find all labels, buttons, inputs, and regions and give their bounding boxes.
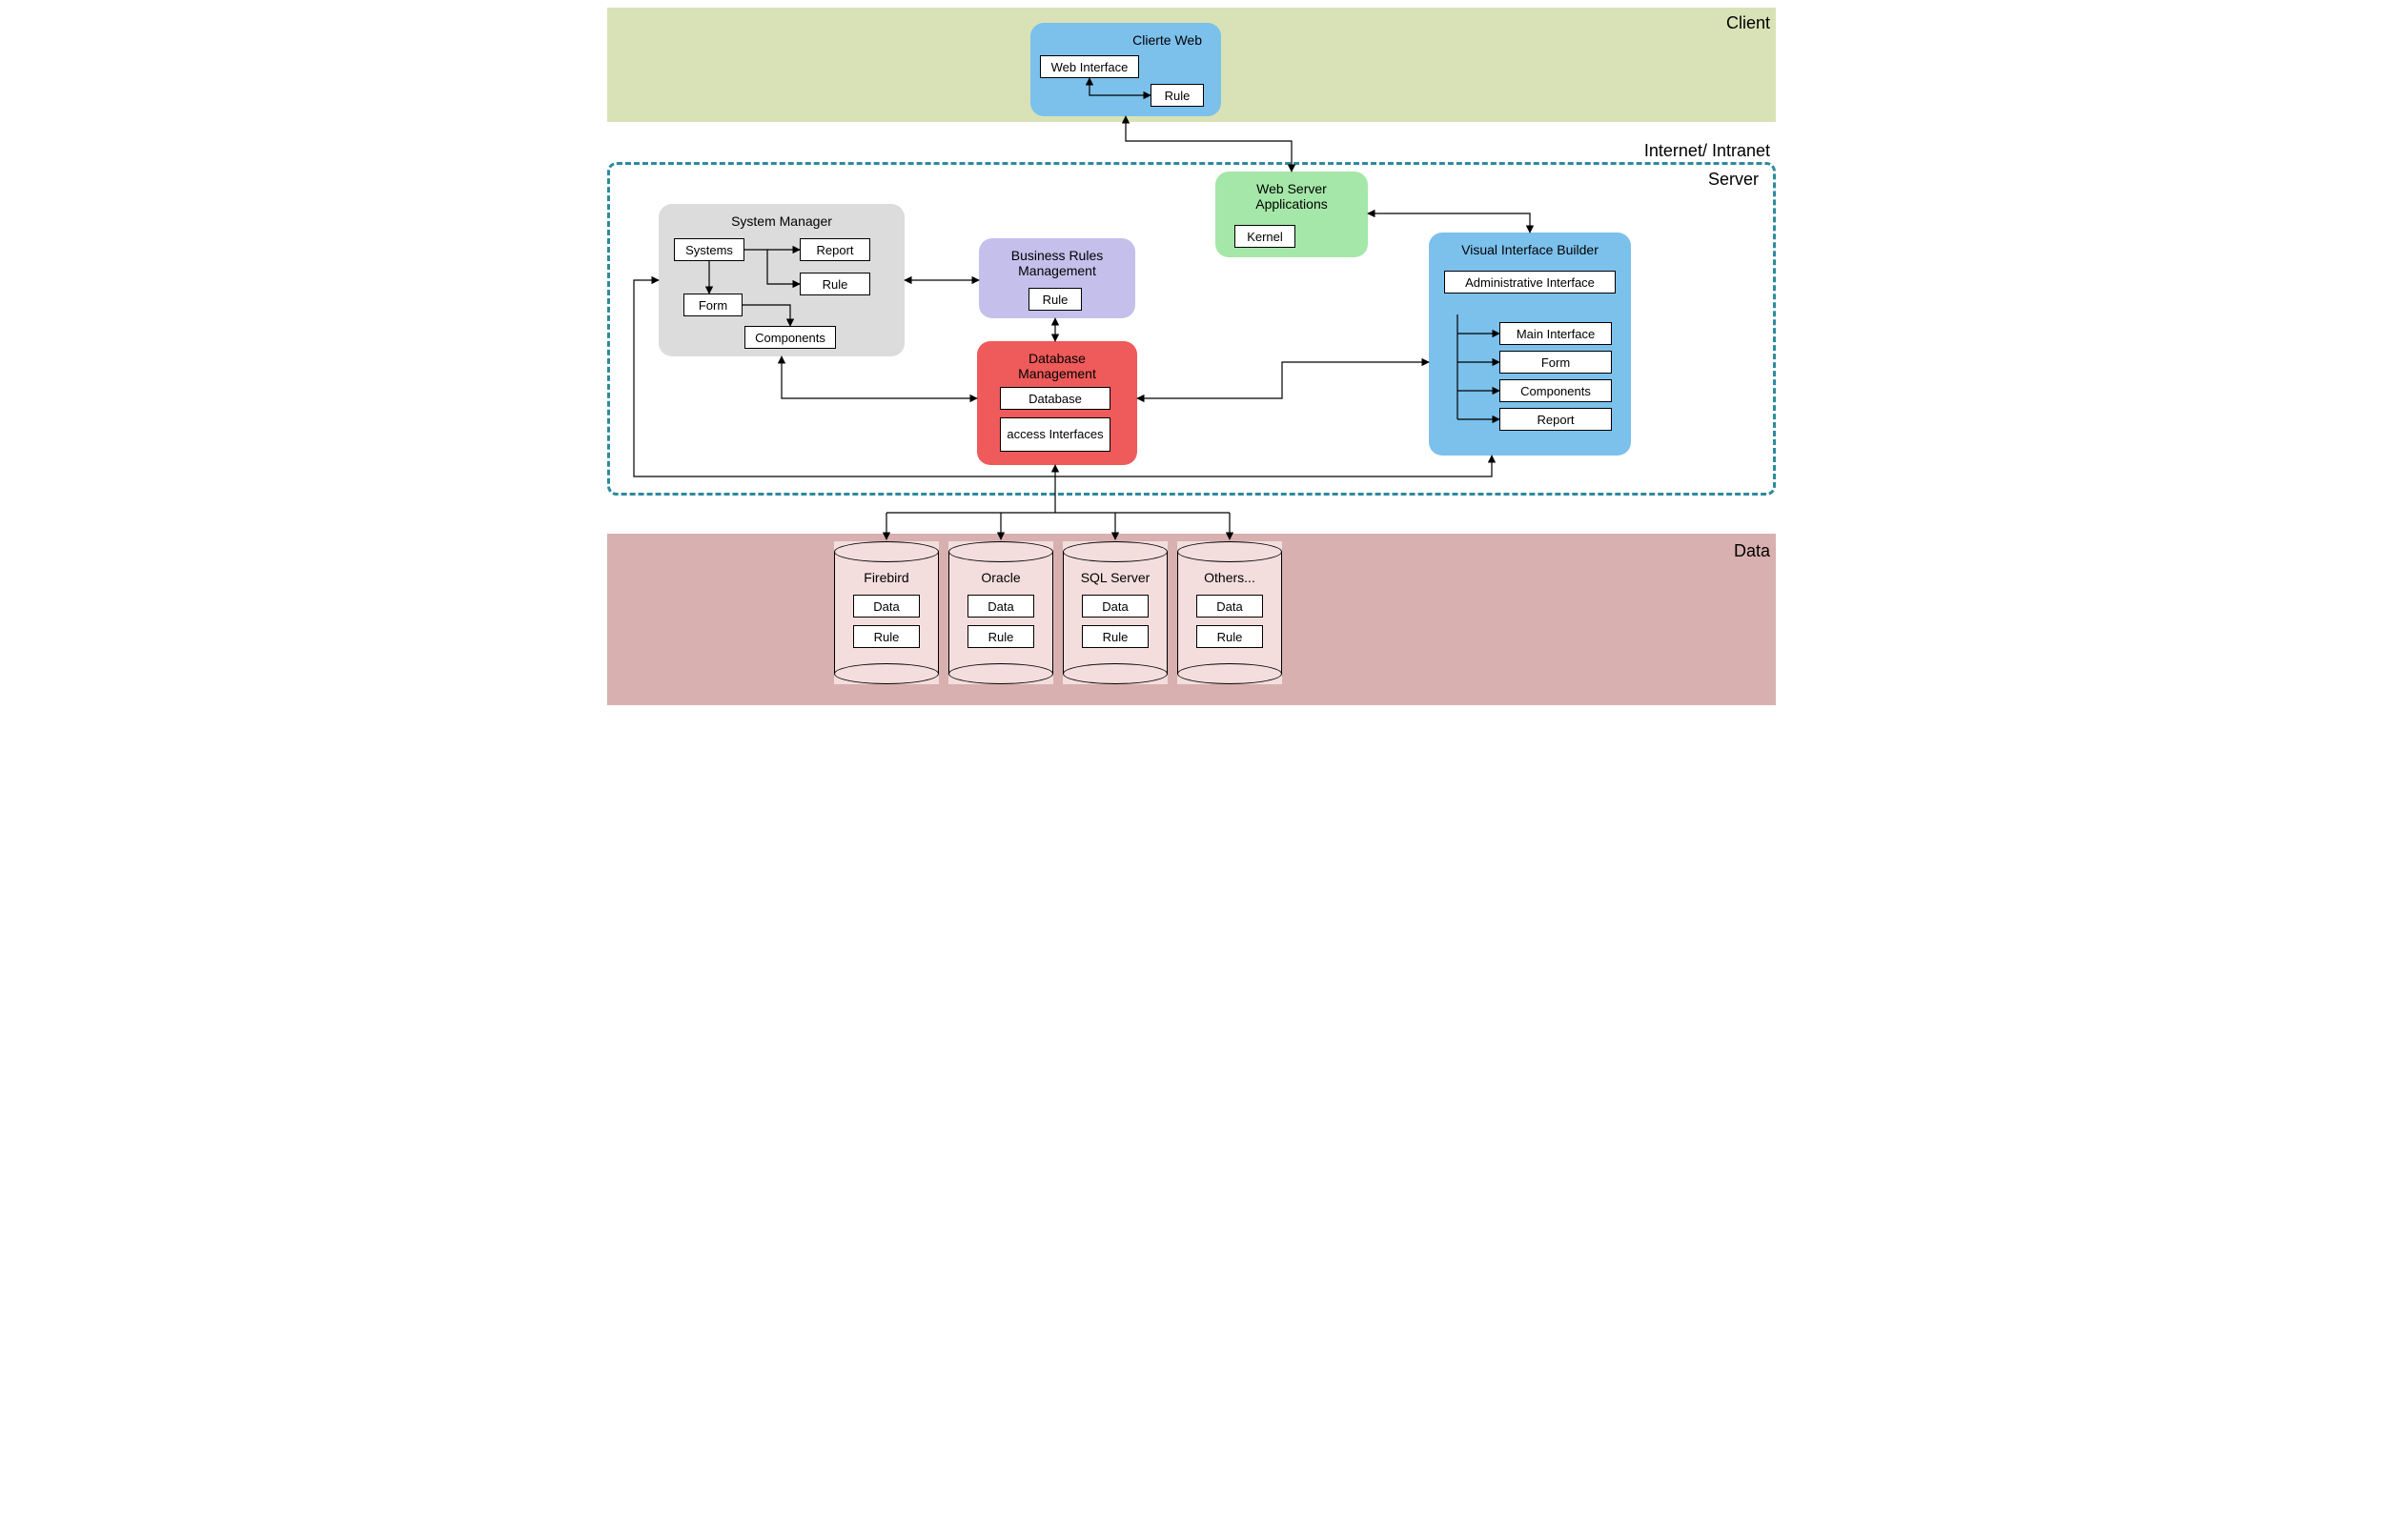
chip-report: Report [800,238,870,261]
chip-main-interface: Main Interface [1499,322,1612,345]
architecture-diagram: Client Internet/ Intranet Server Data Cl… [596,0,1787,839]
chip-others-rule: Rule [1196,625,1263,648]
chip-oracle-data: Data [967,595,1034,618]
cylinder-title: Oracle [948,570,1053,585]
cylinder-sqlsrv: SQL Server Data Rule [1063,541,1168,684]
chip-client-rule: Rule [1151,84,1204,107]
cylinder-title: SQL Server [1063,570,1168,585]
internet-label: Internet/ Intranet [1644,141,1770,161]
vib-title: Visual Interface Builder [1440,242,1619,257]
server-label: Server [1708,170,1759,190]
chip-database: Database [1000,387,1110,410]
chip-vib-form: Form [1499,351,1612,374]
chip-vib-components: Components [1499,379,1612,402]
cylinder-firebird: Firebird Data Rule [834,541,939,684]
cylinder-title: Firebird [834,570,939,585]
chip-sqlsrv-data: Data [1082,595,1149,618]
chip-sqlsrv-rule: Rule [1082,625,1149,648]
data-label: Data [1734,541,1770,561]
client-web-title: Clierte Web [1042,32,1210,48]
business-rules-title: Business Rules Management [990,248,1124,278]
db-mgmt-title: Database Management [988,351,1126,381]
chip-components: Components [744,326,836,349]
client-label: Client [1726,13,1770,33]
chip-web-interface: Web Interface [1040,55,1139,78]
cylinder-others: Others... Data Rule [1177,541,1282,684]
chip-systems: Systems [674,238,744,261]
web-server-title: Web Server Applications [1227,181,1356,212]
system-manager-title: System Manager [670,213,893,229]
chip-kernel: Kernel [1234,225,1295,248]
chip-oracle-rule: Rule [967,625,1034,648]
chip-biz-rule: Rule [1029,288,1082,311]
chip-admin-interface: Administrative Interface [1444,271,1616,294]
chip-others-data: Data [1196,595,1263,618]
chip-access-interfaces: access Interfaces [1000,417,1110,452]
chip-firebird-data: Data [853,595,920,618]
chip-firebird-rule: Rule [853,625,920,648]
chip-form: Form [683,294,743,316]
chip-vib-report: Report [1499,408,1612,431]
cylinder-oracle: Oracle Data Rule [948,541,1053,684]
chip-sys-rule: Rule [800,273,870,295]
cylinder-title: Others... [1177,570,1282,585]
